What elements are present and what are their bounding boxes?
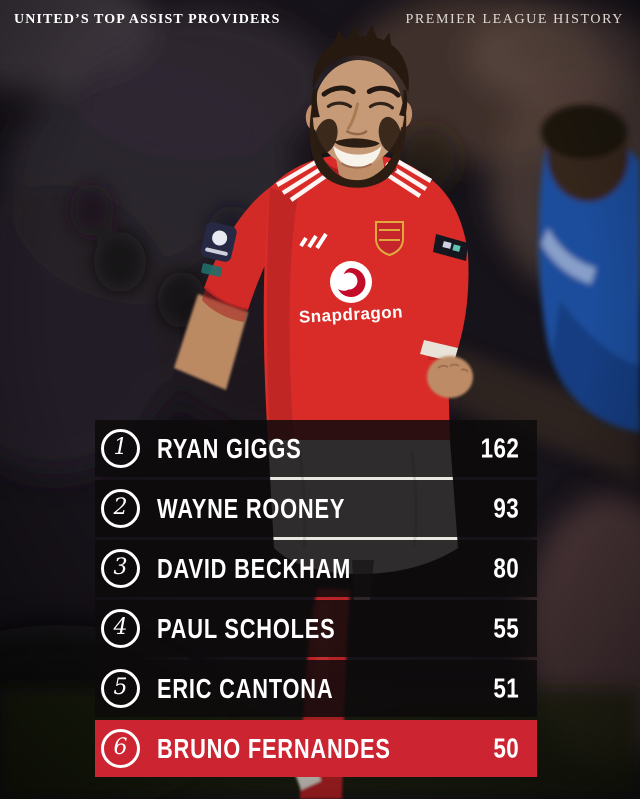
table-row: 1 RYAN GIGGS 162 — [95, 420, 537, 477]
assist-count: 50 — [493, 731, 519, 763]
assist-count: 55 — [493, 611, 519, 643]
rank-badge: 2 — [101, 489, 140, 528]
player-name: DAVID BECKHAM — [157, 552, 352, 584]
assist-count: 93 — [493, 491, 519, 523]
header: UNITED’S TOP ASSIST PROVIDERS PREMIER LE… — [14, 12, 624, 28]
player-name: ERIC CANTONA — [157, 672, 334, 704]
rank-badge: 6 — [101, 729, 140, 768]
table-row: 3 DAVID BECKHAM 80 — [95, 540, 537, 597]
player-name: RYAN GIGGS — [157, 432, 302, 464]
page-subtitle: PREMIER LEAGUE HISTORY — [405, 12, 624, 27]
ranking-list: 1 RYAN GIGGS 162 2 WAYNE ROONEY 93 3 DAV… — [95, 420, 537, 780]
rank-badge: 4 — [101, 609, 140, 648]
assist-count: 162 — [480, 431, 519, 463]
rank-badge: 3 — [101, 549, 140, 588]
table-row-highlighted: 6 BRUNO FERNANDES 50 — [95, 720, 537, 777]
assist-count: 80 — [493, 551, 519, 583]
rank-badge: 1 — [101, 429, 140, 468]
assist-count: 51 — [493, 671, 519, 703]
table-row: 4 PAUL SCHOLES 55 — [95, 600, 537, 657]
player-name: BRUNO FERNANDES — [157, 732, 391, 764]
player-name: PAUL SCHOLES — [157, 612, 336, 644]
table-row: 5 ERIC CANTONA 51 — [95, 660, 537, 717]
player-name: WAYNE ROONEY — [157, 492, 346, 524]
table-row: 2 WAYNE ROONEY 93 — [95, 480, 537, 537]
page-title: UNITED’S TOP ASSIST PROVIDERS — [14, 12, 281, 27]
rank-badge: 5 — [101, 669, 140, 708]
